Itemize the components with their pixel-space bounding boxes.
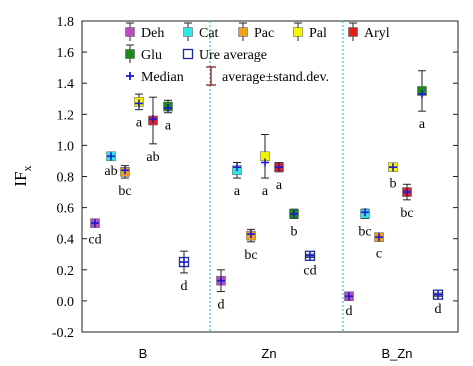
data-point <box>388 162 398 172</box>
data-point <box>274 162 284 173</box>
legend-item: Median <box>126 70 184 85</box>
legend-swatch <box>125 27 135 37</box>
legend-swatch <box>293 27 303 37</box>
significance-letter: d <box>435 302 442 317</box>
data-point <box>260 134 270 179</box>
y-tick-label: 1.2 <box>57 108 75 123</box>
marker-open-square <box>304 250 316 261</box>
legend-swatch <box>183 27 193 37</box>
y-tick-label: 0.2 <box>57 264 75 279</box>
legend-label: Median <box>141 70 184 85</box>
legend-label: Deh <box>141 26 164 41</box>
data-point <box>120 165 130 179</box>
significance-letter: c <box>376 246 382 261</box>
y-tick-label: 1.0 <box>57 139 75 154</box>
significance-letter: a <box>262 184 269 199</box>
data-point <box>432 289 444 300</box>
legend-swatch <box>348 27 358 37</box>
y-tick-label: -0.2 <box>52 326 74 341</box>
y-tick-label: 1.8 <box>57 15 75 30</box>
significance-letter: d <box>346 304 353 319</box>
significance-letter: d <box>218 298 225 313</box>
x-category-label: Zn <box>261 346 276 361</box>
significance-letter: a <box>419 117 426 132</box>
legend-swatch <box>238 27 248 37</box>
data-point <box>106 151 116 162</box>
significance-letter: a <box>165 119 172 134</box>
legend-label: average±stand.dev. <box>222 70 329 85</box>
data-point <box>374 232 384 242</box>
significance-letter: bc <box>358 224 371 239</box>
significance-letter: d <box>181 279 188 294</box>
significance-letter: a <box>136 116 143 131</box>
data-point <box>402 183 412 201</box>
data-point <box>344 291 354 301</box>
y-axis-label-main: IF <box>11 171 30 186</box>
significance-letter: bc <box>400 206 413 221</box>
legend-label: Glu <box>141 48 162 63</box>
y-axis-label-subscript: x <box>20 165 34 171</box>
legend-item: Pac <box>238 22 274 41</box>
legend-label: Aryl <box>364 26 390 41</box>
y-axis-label: IFx <box>11 165 34 186</box>
data-point <box>178 250 190 274</box>
data-point <box>216 269 226 293</box>
legend-label: Ure average <box>199 48 267 63</box>
data-point <box>246 228 256 243</box>
legend-label: Pal <box>309 26 327 41</box>
significance-letter: cd <box>88 232 101 247</box>
legend-item: Aryl <box>348 22 390 41</box>
legend-label: Pac <box>254 26 274 41</box>
significance-letter: bc <box>244 248 257 263</box>
legend-item: Glu <box>125 44 162 63</box>
significance-letter: a <box>234 184 241 199</box>
significance-letter: ab <box>146 150 159 165</box>
data-point <box>360 208 370 219</box>
marker-open-square <box>178 256 190 268</box>
y-tick-label: 0.4 <box>57 233 75 248</box>
legend-swatch-open <box>182 48 194 60</box>
y-tick-label: 0.0 <box>57 295 75 310</box>
significance-letter: cd <box>303 263 316 278</box>
y-tick-label: 1.6 <box>57 46 75 61</box>
y-tick-label: 1.4 <box>57 77 75 92</box>
data-point <box>90 218 100 228</box>
legend-item: Cat <box>183 22 219 41</box>
legend-item: average±stand.dev. <box>206 66 329 86</box>
data-point <box>163 99 173 114</box>
legend-item: Pal <box>293 22 327 41</box>
y-tick-label: 0.6 <box>57 202 75 217</box>
legend-item: Ure average <box>182 48 267 63</box>
data-point <box>134 93 144 111</box>
plot-frame <box>81 20 459 333</box>
legend-item: Deh <box>125 22 164 41</box>
data-point <box>148 96 158 145</box>
significance-letter: b <box>390 176 397 191</box>
x-category-label: B <box>139 346 148 361</box>
legend-swatch <box>125 49 135 59</box>
significance-letter: b <box>291 224 298 239</box>
data-point <box>232 162 242 179</box>
y-tick-label: 0.8 <box>57 171 75 186</box>
marker-open-square <box>432 289 444 300</box>
legend-label: Cat <box>199 26 219 41</box>
significance-letter: a <box>276 178 283 193</box>
significance-letter: bc <box>118 184 131 199</box>
significance-letter: ab <box>104 164 117 179</box>
data-point <box>417 70 427 112</box>
x-category-label: B_Zn <box>381 346 412 361</box>
data-point <box>304 250 316 261</box>
data-point <box>289 208 299 219</box>
